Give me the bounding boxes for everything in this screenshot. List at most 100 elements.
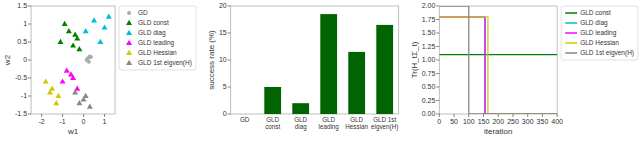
y-tick-label: 0 bbox=[23, 56, 27, 63]
panel-scatter: -1.5-1-0.500.511.5w2-2-101w1GDGLD constG… bbox=[3, 2, 196, 136]
bar bbox=[236, 114, 253, 115]
y-tick bbox=[28, 60, 31, 61]
x-tick-label: 200 bbox=[492, 118, 504, 125]
y-tick-label: 0.00 bbox=[422, 110, 436, 117]
x-tick-label: 1 bbox=[103, 118, 107, 125]
legend-box bbox=[119, 6, 196, 70]
y-tick-label: 20 bbox=[219, 2, 227, 9]
y-tick bbox=[436, 60, 439, 61]
x-tick bbox=[468, 114, 469, 117]
y-axis-label: Tr(H_tΣ_t) bbox=[410, 41, 419, 78]
y-tick bbox=[436, 100, 439, 101]
x-tick bbox=[483, 114, 484, 117]
plot-frame bbox=[31, 6, 115, 114]
scatter-point bbox=[91, 17, 97, 22]
y-tick-label: -1 bbox=[21, 92, 27, 99]
scatter-point bbox=[68, 71, 74, 76]
legend-label: GLD const bbox=[138, 19, 169, 26]
legend-label: GLD diag bbox=[580, 19, 608, 27]
x-tick bbox=[542, 114, 543, 117]
y-tick bbox=[28, 42, 31, 43]
scatter-point bbox=[53, 100, 59, 105]
legend-marker bbox=[126, 60, 132, 65]
y-tick bbox=[436, 33, 439, 34]
x-tick-label: -1 bbox=[59, 118, 65, 125]
legend-marker bbox=[126, 30, 132, 35]
legend-label: GLD Hessian bbox=[138, 49, 177, 56]
legend: GDGLD constGLD diagGLD leadingGLD Hessia… bbox=[119, 6, 196, 70]
y-tick bbox=[228, 60, 231, 61]
x-axis-label: w1 bbox=[67, 127, 79, 136]
y-tick bbox=[28, 96, 31, 97]
y-tick-label: -0.5 bbox=[15, 74, 27, 81]
legend-swatch bbox=[565, 52, 577, 54]
x-tick-label-line: eigven(H) bbox=[371, 123, 398, 131]
scatter-point bbox=[72, 89, 78, 94]
legend-marker bbox=[126, 20, 132, 25]
page: Chart html, body { margin: 0; padding: 0… bbox=[0, 0, 640, 146]
scatter-point bbox=[57, 39, 63, 44]
y-tick bbox=[228, 87, 231, 88]
x-tick-label: GLDleading bbox=[319, 116, 340, 131]
scatter-point bbox=[81, 96, 87, 101]
bar bbox=[348, 52, 365, 114]
legend-label: GLD diag bbox=[138, 29, 166, 37]
x-tick bbox=[454, 114, 455, 117]
y-tick-label: 1.25 bbox=[422, 43, 436, 50]
y-tick bbox=[228, 6, 231, 7]
legend-marker bbox=[126, 40, 132, 45]
plot-marks bbox=[264, 14, 393, 114]
x-tick bbox=[527, 114, 528, 117]
scatter-point bbox=[70, 42, 76, 47]
y-tick-label: 0.5 bbox=[17, 38, 27, 45]
scatter-point bbox=[106, 14, 112, 19]
scatter-point bbox=[102, 24, 108, 29]
x-tick-label: GLD 1steigven(H) bbox=[371, 116, 398, 131]
legend: GLD constGLD diagGLD leadingGLD HessianG… bbox=[561, 6, 638, 60]
x-tick bbox=[41, 114, 42, 117]
y-tick bbox=[228, 33, 231, 34]
plot-marks bbox=[43, 14, 112, 109]
legend-swatch bbox=[565, 12, 577, 14]
legend-box bbox=[561, 6, 638, 60]
scatter-point bbox=[60, 78, 66, 83]
legend-label: GLD 1st eigven(H) bbox=[138, 59, 192, 67]
x-tick bbox=[62, 114, 63, 117]
y-tick-label: 10 bbox=[219, 56, 227, 63]
x-tick-label-line: GD bbox=[240, 116, 250, 123]
x-tick-label-line: const bbox=[265, 123, 280, 130]
x-tick-label: -2 bbox=[38, 118, 44, 125]
line-series bbox=[439, 6, 557, 114]
y-tick-label: -1.5 bbox=[15, 110, 27, 117]
legend-swatch bbox=[565, 22, 577, 24]
y-tick-label: 1.5 bbox=[17, 2, 27, 9]
x-tick-label: 250 bbox=[507, 118, 519, 125]
bar bbox=[292, 103, 309, 114]
x-tick-label: 150 bbox=[478, 118, 490, 125]
legend-label: GLD leading bbox=[138, 39, 175, 47]
panel-line: 0.000.250.500.751.001.251.501.752.00Tr(H… bbox=[410, 2, 638, 136]
y-tick bbox=[28, 6, 31, 7]
y-tick-label: 15 bbox=[219, 29, 227, 36]
x-tick-label-line: GLD bbox=[322, 116, 335, 123]
bar bbox=[376, 25, 393, 114]
line-series bbox=[439, 17, 557, 114]
legend-marker bbox=[127, 11, 131, 15]
x-tick bbox=[512, 114, 513, 117]
y-tick bbox=[436, 46, 439, 47]
y-tick bbox=[28, 78, 31, 79]
y-tick-label: 5 bbox=[223, 83, 227, 90]
bar bbox=[264, 87, 281, 114]
legend-swatch bbox=[565, 32, 577, 34]
panel-bar: 05101520success rate (%)GDGLDconstGLDdia… bbox=[207, 2, 399, 131]
bar bbox=[320, 14, 337, 114]
scatter-point bbox=[97, 39, 103, 44]
scatter-point bbox=[87, 104, 93, 109]
y-tick bbox=[228, 114, 231, 115]
scatter-point bbox=[76, 46, 82, 51]
y-tick bbox=[436, 6, 439, 7]
scatter-point bbox=[55, 93, 61, 98]
legend-label: GLD const bbox=[580, 9, 611, 16]
x-tick bbox=[498, 114, 499, 117]
scatter-point bbox=[47, 89, 53, 94]
